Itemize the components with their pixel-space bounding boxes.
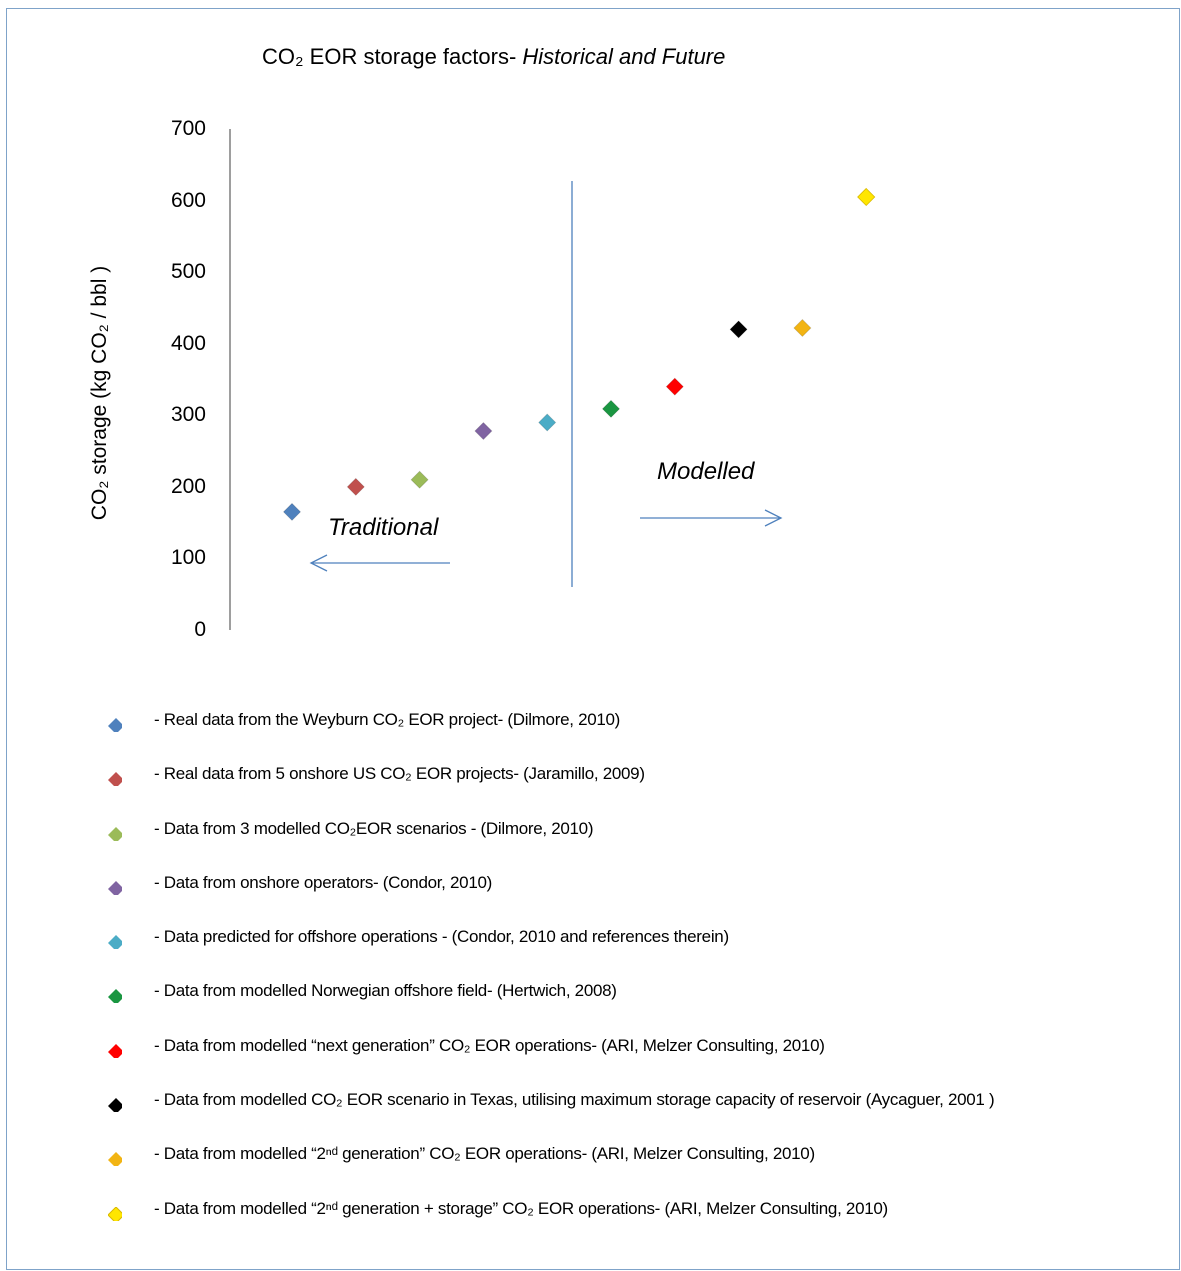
legend-item: - Data from modelled “2ⁿᵈ generation + s… bbox=[100, 1187, 1160, 1241]
data-point bbox=[282, 502, 302, 521]
legend: - Real data from the Weyburn CO₂ EOR pro… bbox=[100, 698, 1160, 1241]
legend-label: - Data from modelled “next generation” C… bbox=[154, 1035, 825, 1055]
annotation-modelled: Modelled bbox=[657, 458, 755, 485]
legend-marker bbox=[108, 1098, 122, 1113]
legend-marker bbox=[108, 1043, 122, 1058]
legend-marker bbox=[108, 718, 122, 732]
legend-item: - Data from modelled Norwegian offshore … bbox=[100, 969, 1160, 1023]
legend-item: - Data from modelled CO₂ EOR scenario in… bbox=[100, 1078, 1160, 1132]
data-point bbox=[474, 421, 493, 441]
y-tick-label: 100 bbox=[170, 546, 206, 570]
data-point bbox=[601, 399, 621, 418]
data-point bbox=[857, 187, 876, 207]
chart-plot bbox=[229, 129, 876, 630]
legend-item: - Data from onshore operators- (Condor, … bbox=[100, 861, 1160, 915]
y-tick-label: 700 bbox=[170, 117, 206, 140]
data-point bbox=[665, 377, 684, 396]
y-tick-label: 500 bbox=[170, 260, 206, 284]
data-point bbox=[410, 470, 429, 489]
legend-item: - Data from modelled “next generation” C… bbox=[100, 1024, 1160, 1078]
legend-item: - Data from 3 modelled CO₂EOR scenarios … bbox=[100, 807, 1160, 861]
legend-label: - Real data from the Weyburn CO₂ EOR pro… bbox=[154, 710, 621, 729]
chart-title: CO₂ EOR storage factors- Historical and … bbox=[262, 44, 725, 70]
y-tick-label: 200 bbox=[170, 474, 206, 498]
legend-label: - Data from modelled “2ⁿᵈ generation + s… bbox=[154, 1198, 888, 1218]
chart-title-italic: Historical and Future bbox=[522, 44, 726, 69]
legend-marker bbox=[108, 880, 122, 895]
legend-label: - Data from onshore operators- (Condor, … bbox=[154, 872, 493, 892]
data-point bbox=[793, 318, 812, 338]
legend-marker bbox=[108, 826, 122, 841]
legend-label: - Data from modelled “2ⁿᵈ generation” CO… bbox=[154, 1144, 815, 1164]
chart-title-main: CO₂ EOR storage factors- bbox=[262, 44, 523, 69]
annotation-traditional: Traditional bbox=[328, 514, 439, 541]
legend-marker bbox=[108, 935, 122, 950]
legend-label: - Data predicted for offshore operations… bbox=[154, 927, 729, 947]
legend-item: - Data predicted for offshore operations… bbox=[100, 915, 1160, 969]
legend-item: - Real data from the Weyburn CO₂ EOR pro… bbox=[100, 698, 1160, 752]
y-tick-label: 600 bbox=[170, 188, 206, 212]
legend-label: - Data from modelled CO₂ EOR scenario in… bbox=[154, 1090, 995, 1110]
data-point bbox=[538, 413, 557, 432]
modelled-arrow bbox=[640, 509, 783, 527]
legend-marker bbox=[108, 1206, 122, 1221]
data-point bbox=[729, 320, 748, 339]
y-tick-label: 400 bbox=[170, 331, 206, 355]
traditional-arrow bbox=[309, 554, 450, 572]
legend-marker bbox=[108, 989, 122, 1004]
legend-label: - Data from modelled Norwegian offshore … bbox=[154, 981, 617, 1001]
data-point bbox=[346, 477, 365, 496]
y-tick-label: 0 bbox=[194, 618, 206, 641]
legend-marker bbox=[108, 1152, 122, 1167]
chart-frame bbox=[6, 8, 1180, 1270]
legend-item: - Real data from 5 onshore US CO₂ EOR pr… bbox=[100, 752, 1160, 806]
legend-item: - Data from modelled “2ⁿᵈ generation” CO… bbox=[100, 1132, 1160, 1186]
legend-marker bbox=[108, 772, 122, 787]
legend-label: - Data from 3 modelled CO₂EOR scenarios … bbox=[154, 818, 594, 838]
y-tick-label: 300 bbox=[170, 403, 206, 427]
legend-label: - Real data from 5 onshore US CO₂ EOR pr… bbox=[154, 764, 645, 784]
